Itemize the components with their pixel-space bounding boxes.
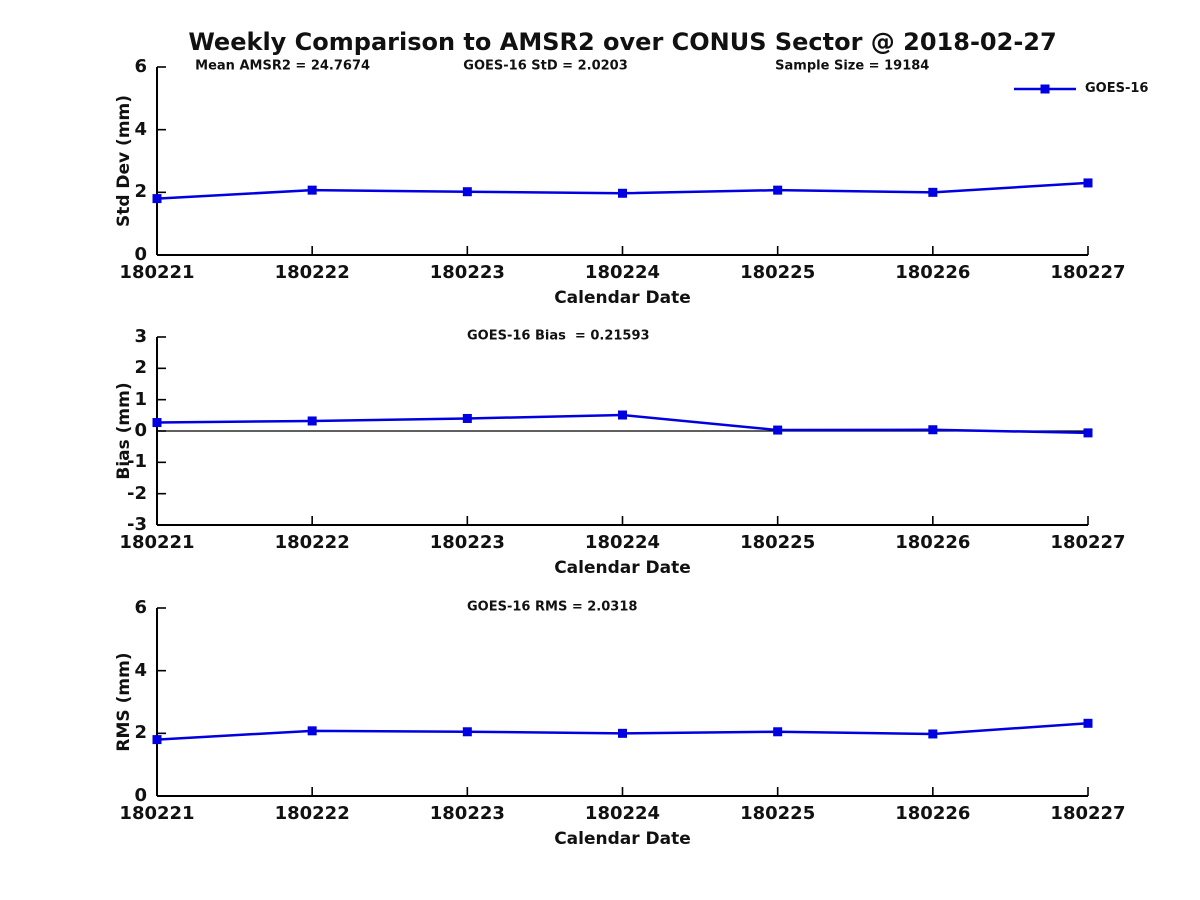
x-tick-label: 180226	[895, 803, 971, 824]
y-tick-label: 0	[134, 420, 147, 441]
plot-area	[152, 66, 1093, 256]
x-axis-title: Calendar Date	[554, 288, 691, 308]
x-tick-label: 180221	[119, 262, 195, 283]
x-tick-label: 180226	[895, 532, 971, 553]
x-tick-label: 180223	[429, 532, 505, 553]
series-line-goes-16	[156, 413, 1089, 435]
data-point-marker	[462, 187, 472, 197]
data-point-marker	[307, 726, 317, 736]
data-point-marker	[462, 727, 472, 737]
legend: GOES-16	[1014, 81, 1148, 96]
data-point-marker	[928, 425, 938, 435]
plot-annotation: Mean AMSR2 = 24.7674	[195, 58, 371, 74]
data-point-marker	[618, 728, 627, 738]
data-point-marker	[307, 185, 317, 195]
data-point-marker	[152, 735, 162, 745]
y-tick-label: 2	[134, 722, 147, 744]
data-point-marker	[1083, 718, 1093, 728]
x-tick-label: 180224	[584, 262, 661, 283]
data-point-marker	[307, 416, 317, 426]
data-point-marker	[773, 727, 783, 737]
legend-line-marker-icon	[1014, 84, 1076, 93]
y-tick-label: 6	[134, 56, 147, 77]
x-tick-label: 180227	[1050, 532, 1126, 553]
plot-annotation: GOES-16 RMS = 2.0318	[467, 599, 638, 615]
y-tick-label: 1	[134, 388, 147, 410]
data-point-marker	[152, 418, 162, 428]
x-tick-label: 180223	[429, 262, 505, 283]
x-tick-label: 180222	[274, 532, 350, 553]
x-tick-label: 180227	[1050, 803, 1126, 824]
y-tick-label: 0	[134, 244, 147, 265]
data-point-marker	[1083, 178, 1093, 188]
y-tick-label: 4	[134, 118, 147, 140]
y-tick-label: -3	[127, 514, 147, 535]
data-point-marker	[618, 410, 627, 420]
data-point-marker	[773, 425, 783, 435]
series-line-goes-16	[156, 722, 1089, 741]
y-axis-title: RMS (mm)	[114, 652, 134, 752]
data-point-marker	[773, 185, 783, 195]
x-axis-title: Calendar Date	[554, 829, 691, 849]
x-tick-label: 180222	[274, 803, 350, 824]
x-tick-label: 180225	[740, 262, 816, 283]
data-point-marker	[152, 194, 162, 204]
x-tick-label: 180221	[119, 803, 195, 824]
plot-area	[152, 336, 1093, 526]
x-tick-label: 180225	[740, 532, 816, 553]
x-tick-label: 180227	[1050, 262, 1126, 283]
y-tick-label: -1	[127, 451, 147, 473]
y-axis-title: Bias (mm)	[114, 382, 134, 480]
plot-annotation: Sample Size = 19184	[775, 58, 930, 74]
x-tick-label: 180224	[584, 532, 661, 553]
legend-series-label: GOES-16	[1085, 81, 1149, 96]
figure-title: Weekly Comparison to AMSR2 over CONUS Se…	[188, 28, 1057, 56]
data-point-marker	[928, 187, 938, 197]
plot-area	[152, 607, 1093, 797]
x-tick-label: 180225	[740, 803, 816, 824]
x-tick-label: 180224	[584, 803, 661, 824]
x-tick-label: 180223	[429, 803, 505, 824]
data-point-marker	[1083, 428, 1093, 438]
x-tick-label: 180222	[274, 262, 350, 283]
y-axis-title: Std Dev (mm)	[114, 94, 134, 228]
y-tick-label: 3	[134, 326, 147, 347]
y-tick-label: 4	[134, 659, 147, 681]
plot-annotation: GOES-16 Bias = 0.21593	[467, 328, 650, 344]
data-point-marker	[618, 188, 627, 198]
data-point-marker	[928, 729, 938, 739]
y-tick-label: 6	[134, 597, 147, 618]
plot-annotation: GOES-16 StD = 2.0203	[463, 58, 628, 74]
y-tick-label: -2	[127, 482, 147, 504]
x-tick-label: 180221	[119, 532, 195, 553]
y-tick-label: 2	[134, 181, 147, 203]
x-axis-title: Calendar Date	[554, 558, 691, 578]
y-tick-label: 0	[134, 785, 147, 806]
series-line-goes-16	[156, 181, 1089, 200]
y-tick-label: 2	[134, 357, 147, 379]
x-tick-label: 180226	[895, 262, 971, 283]
data-point-marker	[462, 413, 472, 423]
